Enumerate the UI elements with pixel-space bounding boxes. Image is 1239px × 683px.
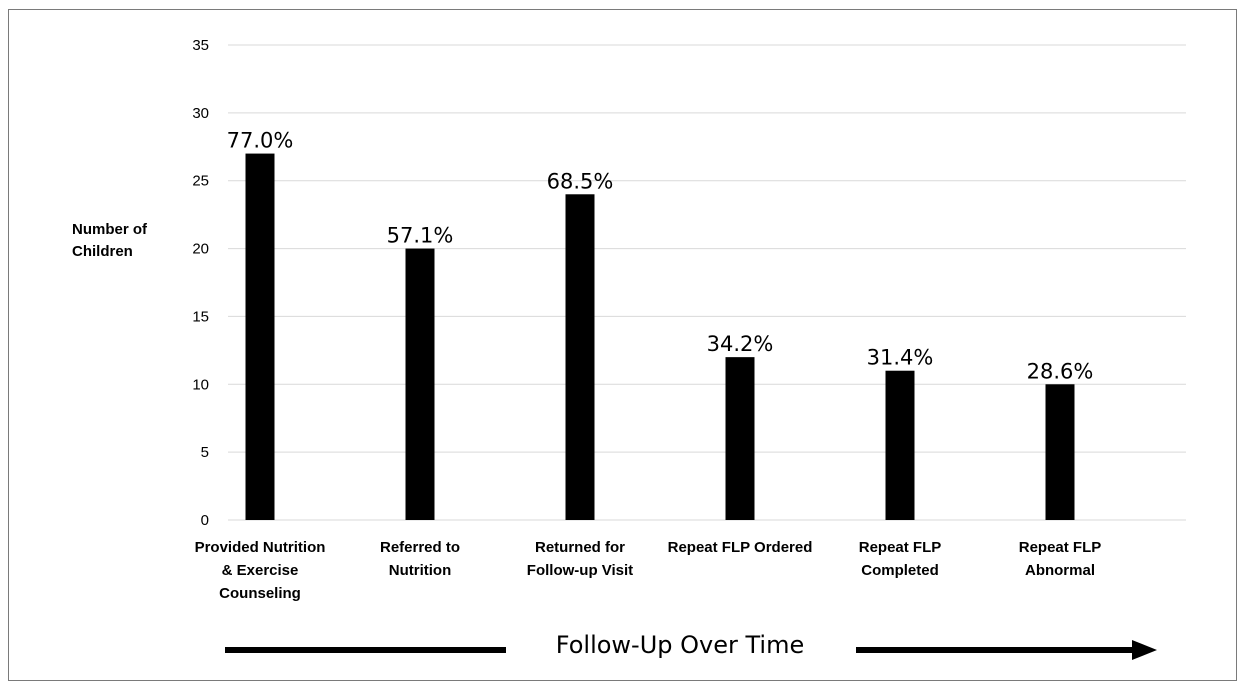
y-axis-label: Number of Children bbox=[72, 221, 147, 260]
category-label: Repeat FLP Completed bbox=[859, 539, 942, 579]
x-axis-label: Follow-Up Over Time bbox=[556, 631, 804, 659]
category-label: Provided Nutrition & Exercise Counseling bbox=[195, 539, 326, 602]
bar bbox=[245, 153, 275, 521]
bar bbox=[405, 248, 435, 521]
follow-up-arrow: Follow-Up Over Time bbox=[225, 631, 1157, 660]
y-tick-label: 30 bbox=[192, 105, 209, 122]
data-label: 34.2% bbox=[707, 332, 774, 356]
arrow-head-icon bbox=[1132, 640, 1157, 660]
bar bbox=[565, 194, 595, 521]
bar bbox=[885, 370, 915, 520]
y-tick-label: 20 bbox=[192, 241, 209, 258]
data-labels: 77.0% 57.1% 68.5% 34.2% 31.4% 28.6% bbox=[227, 129, 1094, 384]
chart-frame bbox=[8, 9, 1237, 681]
category-label: Returned for Follow-up Visit bbox=[527, 539, 633, 579]
data-label: 28.6% bbox=[1027, 359, 1094, 383]
category-label: Referred to Nutrition bbox=[380, 539, 460, 579]
y-tick-label: 35 bbox=[192, 37, 209, 54]
y-tick-labels: 0 5 10 15 20 25 30 35 bbox=[192, 37, 209, 529]
data-label: 31.4% bbox=[867, 346, 934, 370]
gridlines bbox=[228, 44, 1186, 521]
bar bbox=[1045, 384, 1075, 520]
bar bbox=[725, 357, 755, 520]
data-label: 77.0% bbox=[227, 129, 294, 153]
category-label: Repeat FLP Ordered bbox=[668, 539, 813, 556]
bars bbox=[245, 153, 1075, 521]
y-tick-label: 25 bbox=[192, 173, 209, 190]
data-label: 68.5% bbox=[547, 169, 614, 193]
y-tick-label: 5 bbox=[201, 444, 209, 461]
data-label: 57.1% bbox=[387, 224, 454, 248]
y-tick-label: 15 bbox=[192, 308, 209, 325]
y-tick-label: 0 bbox=[201, 512, 209, 529]
y-tick-label: 10 bbox=[192, 376, 209, 393]
category-label: Repeat FLP Abnormal bbox=[1019, 539, 1102, 579]
category-labels: Provided Nutrition & Exercise Counseling Re… bbox=[195, 539, 1102, 602]
